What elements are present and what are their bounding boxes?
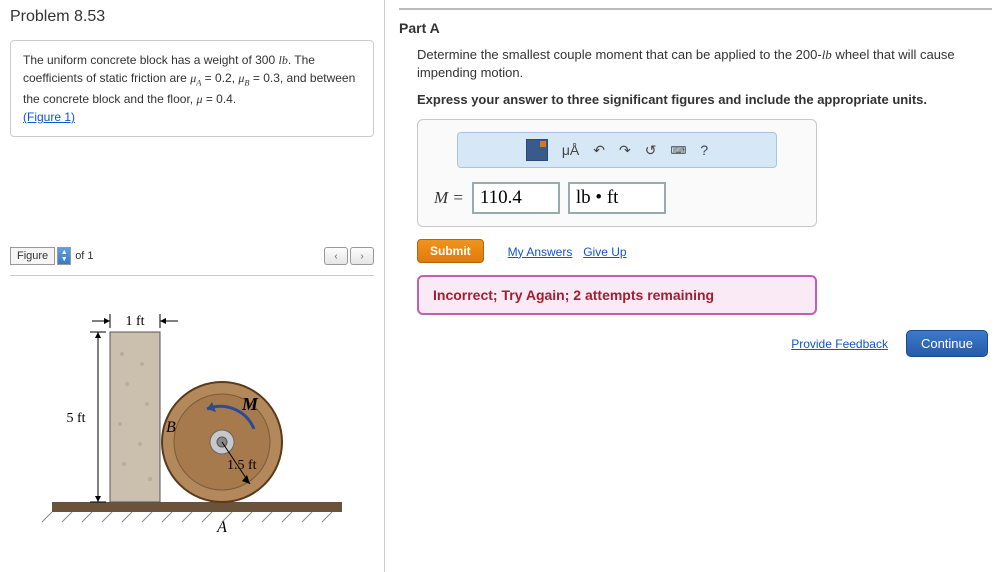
figure-of-text: of 1 xyxy=(75,250,93,262)
figure-diagram: 1 ft 5 ft M 1.5 ft xyxy=(10,275,374,544)
part-a-question: Determine the smallest couple moment tha… xyxy=(417,46,992,82)
moment-label: M xyxy=(241,394,259,414)
height-label: 5 ft xyxy=(66,411,85,426)
point-a-label: A xyxy=(216,519,227,536)
feedback-message: Incorrect; Try Again; 2 attempts remaini… xyxy=(417,275,817,315)
redo-icon[interactable]: ↷ xyxy=(619,142,631,159)
give-up-link[interactable]: Give Up xyxy=(583,245,626,259)
reset-icon[interactable]: ↺ xyxy=(645,142,657,159)
answer-box: μÅ ↶ ↷ ↺ ⌨ ? M = xyxy=(417,119,817,227)
continue-button[interactable]: Continue xyxy=(906,330,988,357)
figure-nav-bar: Figure ▲▼ of 1 ‹ › xyxy=(10,247,374,265)
part-a-instruction: Express your answer to three significant… xyxy=(417,92,992,107)
point-b-label: B xyxy=(166,419,176,436)
figure-prev-button[interactable]: ‹ xyxy=(324,247,348,265)
figure-label: Figure xyxy=(10,247,55,265)
text: The uniform concrete block has a weight … xyxy=(23,53,278,67)
text: Determine the smallest couple moment tha… xyxy=(417,47,822,62)
answer-value-input[interactable] xyxy=(472,182,560,214)
answer-units-input[interactable] xyxy=(568,182,666,214)
problem-statement: The uniform concrete block has a weight … xyxy=(10,40,374,137)
part-a-title: Part A xyxy=(399,20,992,36)
eq-variable: M = xyxy=(434,188,464,208)
answer-toolbar: μÅ ↶ ↷ ↺ ⌨ ? xyxy=(457,132,777,168)
figure-next-button[interactable]: › xyxy=(350,247,374,265)
figure-link[interactable]: (Figure 1) xyxy=(23,110,75,124)
submit-button[interactable]: Submit xyxy=(417,239,484,263)
unit: lb xyxy=(278,53,287,67)
problem-title: Problem 8.53 xyxy=(10,8,374,26)
my-answers-link[interactable]: My Answers xyxy=(508,245,573,259)
width-label: 1 ft xyxy=(125,314,144,329)
help-icon[interactable]: ? xyxy=(700,142,708,158)
unit: lb xyxy=(822,47,832,62)
symbols-icon[interactable]: μÅ xyxy=(562,142,579,158)
figure-stepper[interactable]: ▲▼ xyxy=(57,247,71,265)
radius-label: 1.5 ft xyxy=(227,458,257,473)
text: = 0.4. xyxy=(202,92,236,106)
text: = 0.2, xyxy=(201,71,238,85)
keyboard-icon[interactable]: ⌨ xyxy=(670,144,686,157)
undo-icon[interactable]: ↶ xyxy=(593,142,605,159)
provide-feedback-link[interactable]: Provide Feedback xyxy=(791,337,888,351)
templates-icon[interactable] xyxy=(526,139,548,161)
